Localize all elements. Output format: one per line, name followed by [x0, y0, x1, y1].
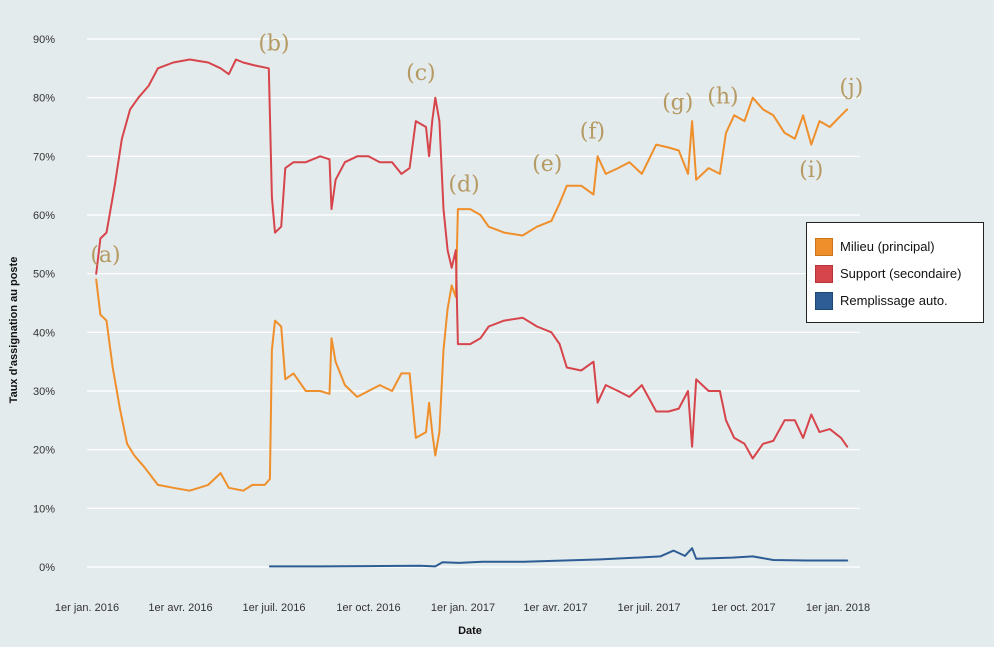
- y-tick-label: 20%: [33, 445, 55, 457]
- y-tick-label: 70%: [33, 151, 55, 163]
- legend-swatch-milieu: [815, 237, 833, 256]
- y-tick-label: 50%: [33, 269, 55, 281]
- annotation-label: (c): [406, 61, 436, 86]
- y-axis-ticks: 0% 10% 20% 30% 40% 50% 60% 70% 80% 90%: [33, 34, 55, 574]
- series-line-1: [95, 58, 849, 460]
- annotations: (a) (b) (c) (d) (e) (f) (g) (h) (i) (j): [90, 32, 863, 268]
- series-lines: [95, 58, 849, 568]
- annotation-label: (d): [448, 173, 479, 198]
- x-tick-label: 1er jan. 2016: [55, 602, 119, 614]
- x-tick-label: 1er avr. 2016: [148, 602, 212, 614]
- legend-label: Milieu (principal): [840, 239, 935, 254]
- x-tick-label: 1er juil. 2017: [617, 602, 680, 614]
- legend: Milieu (principal) Support (secondaire) …: [806, 222, 984, 323]
- x-axis-title: Date: [458, 625, 482, 637]
- y-tick-label: 80%: [33, 93, 55, 105]
- series-line-2: [268, 547, 849, 568]
- y-tick-label: 40%: [33, 327, 55, 339]
- annotation-label: (j): [839, 76, 863, 101]
- legend-swatch-remplissage: [815, 291, 833, 310]
- x-axis-ticks: 1er jan. 2016 1er avr. 2016 1er juil. 2016…: [55, 602, 870, 614]
- y-tick-label: 0%: [39, 562, 55, 574]
- y-tick-label: 60%: [33, 210, 55, 222]
- legend-item-support: Support (secondaire): [807, 260, 983, 287]
- y-tick-label: 30%: [33, 386, 55, 398]
- x-tick-label: 1er jan. 2018: [806, 602, 870, 614]
- x-tick-label: 1er jan. 2017: [431, 602, 495, 614]
- y-axis-title: Taux d'assignation au poste: [8, 257, 20, 404]
- annotation-label: (a): [90, 243, 120, 268]
- annotation-label: (h): [707, 85, 738, 110]
- annotation-label: (g): [662, 90, 693, 115]
- x-tick-label: 1er juil. 2016: [242, 602, 305, 614]
- annotation-label: (b): [258, 32, 289, 57]
- gridlines: [87, 38, 860, 568]
- x-tick-label: 1er oct. 2017: [711, 602, 775, 614]
- legend-label: Remplissage auto.: [840, 293, 948, 308]
- annotation-label: (f): [580, 120, 605, 145]
- annotation-label: (i): [799, 158, 823, 183]
- legend-label: Support (secondaire): [840, 266, 962, 281]
- series-line-0: [95, 96, 849, 492]
- legend-item-milieu: Milieu (principal): [807, 233, 983, 260]
- y-tick-label: 90%: [33, 34, 55, 46]
- x-tick-label: 1er oct. 2016: [336, 602, 400, 614]
- x-tick-label: 1er avr. 2017: [523, 602, 587, 614]
- y-tick-label: 10%: [33, 503, 55, 515]
- annotation-label: (e): [532, 152, 562, 177]
- legend-swatch-support: [815, 264, 833, 283]
- legend-item-remplissage: Remplissage auto.: [807, 287, 983, 314]
